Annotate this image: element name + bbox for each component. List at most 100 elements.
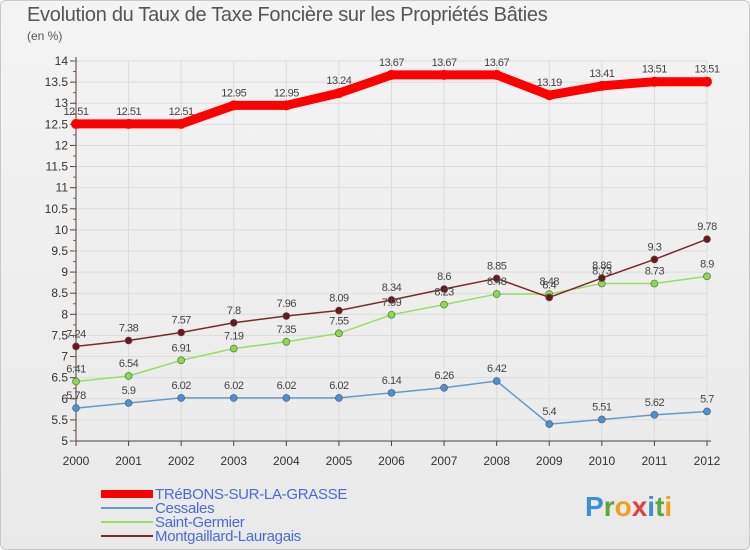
data-label: 12.95 [221,87,246,99]
y-tick-label: 7 [61,350,68,364]
data-point [72,377,80,386]
data-label: 7.35 [277,324,297,336]
data-point [176,118,187,129]
data-point [177,356,185,365]
data-label: 5.9 [122,385,136,397]
x-tick-label: 2000 [63,454,90,468]
data-label: 13.24 [326,75,351,87]
data-label: 7.96 [277,298,297,310]
legend-label: Saint-Germier [155,513,245,531]
data-point [703,407,711,416]
y-tick-label: 6 [61,392,68,406]
data-point [492,377,501,385]
data-point [124,336,133,345]
y-tick-label: 6.5 [51,371,68,385]
logo-letter: r [603,491,615,522]
data-label: 13.67 [484,57,509,69]
data-point [703,272,711,281]
data-point [333,88,344,99]
y-tick-label: 11.5 [46,160,69,174]
x-tick-label: 2010 [588,454,615,468]
y-tick-label: 14 [55,54,69,68]
data-point [702,76,712,87]
data-point [650,255,659,264]
data-label: 12.51 [116,106,141,118]
legend-item: Montgaillard-Lauragais [101,528,301,545]
data-label: 8.09 [329,293,349,305]
logo-letter: o [614,491,632,522]
data-label: 13.51 [694,64,719,76]
data-point [387,389,396,397]
unit-label: (en %) [27,29,63,43]
data-point [282,394,291,402]
x-tick-label: 2006 [378,454,405,468]
logo-letter: P [585,491,604,522]
logo-letter: x [631,491,648,522]
data-point [387,310,396,319]
data-point [492,290,501,298]
data-point [229,318,238,327]
y-tick-label: 11 [56,181,69,195]
y-tick-label: 12 [55,138,69,152]
data-point [492,274,501,283]
x-tick-label: 2005 [326,454,353,468]
y-tick-label: 13.5 [45,75,69,89]
y-tick-label: 5 [61,434,68,448]
x-tick-label: 2011 [642,454,668,468]
data-point [71,118,81,129]
x-tick-label: 2003 [220,454,247,468]
data-label: 9.78 [697,221,717,233]
data-label: 5.78 [66,390,86,402]
data-label: 8.34 [382,282,402,294]
data-label: 9.3 [648,241,662,253]
data-point [650,279,659,288]
data-point [335,306,343,315]
y-tick-label: 13 [55,96,69,110]
data-point [123,118,134,129]
data-label: 7.99 [382,297,402,309]
data-point [124,399,133,407]
data-point [228,100,239,111]
data-point [72,404,80,412]
data-point [335,394,343,402]
data-point [281,100,292,111]
logo-letter: t [655,491,665,522]
data-point [440,285,448,293]
data-label: 6.41 [66,363,86,375]
x-tick-label: 2008 [483,454,510,468]
data-label: 5.4 [542,406,556,418]
logo-letter: i [647,491,656,522]
y-tick-label: 9 [61,265,68,279]
y-tick-label: 5.5 [51,413,68,427]
data-label: 6.02 [171,380,191,392]
x-tick-label: 2012 [694,454,721,468]
legend-label: TRéBONS-SUR-LA-GRASSE [155,485,348,503]
legend-item: TRéBONS-SUR-LA-GRASSE [101,485,348,503]
data-label: 6.42 [487,363,507,375]
data-label: 13.67 [432,57,457,69]
data-label: 13.67 [379,57,404,69]
data-point [335,329,343,338]
data-label: 7.38 [119,323,139,335]
data-point [545,420,554,428]
x-tick-label: 2002 [168,454,195,468]
data-label: 6.91 [171,342,191,354]
data-label: 8.6 [437,271,451,283]
legend-swatch [101,521,153,523]
data-label: 6.02 [224,380,244,392]
chart-title: Evolution du Taux de Taxe Foncière sur l… [27,4,548,26]
data-label: 7.55 [329,315,349,327]
data-point [72,342,80,351]
data-point [703,235,711,243]
legend-label: Cessales [155,499,215,517]
data-label: 13.19 [537,77,562,89]
data-label: 5.7 [700,393,714,405]
data-point [439,69,450,80]
data-label: 6.02 [277,380,297,392]
data-label: 12.95 [274,87,299,99]
data-label: 6.26 [434,370,454,382]
data-point [545,293,554,302]
data-label: 8.85 [487,260,507,272]
y-tick-label: 12.5 [45,117,69,131]
x-tick-label: 2004 [273,454,300,468]
